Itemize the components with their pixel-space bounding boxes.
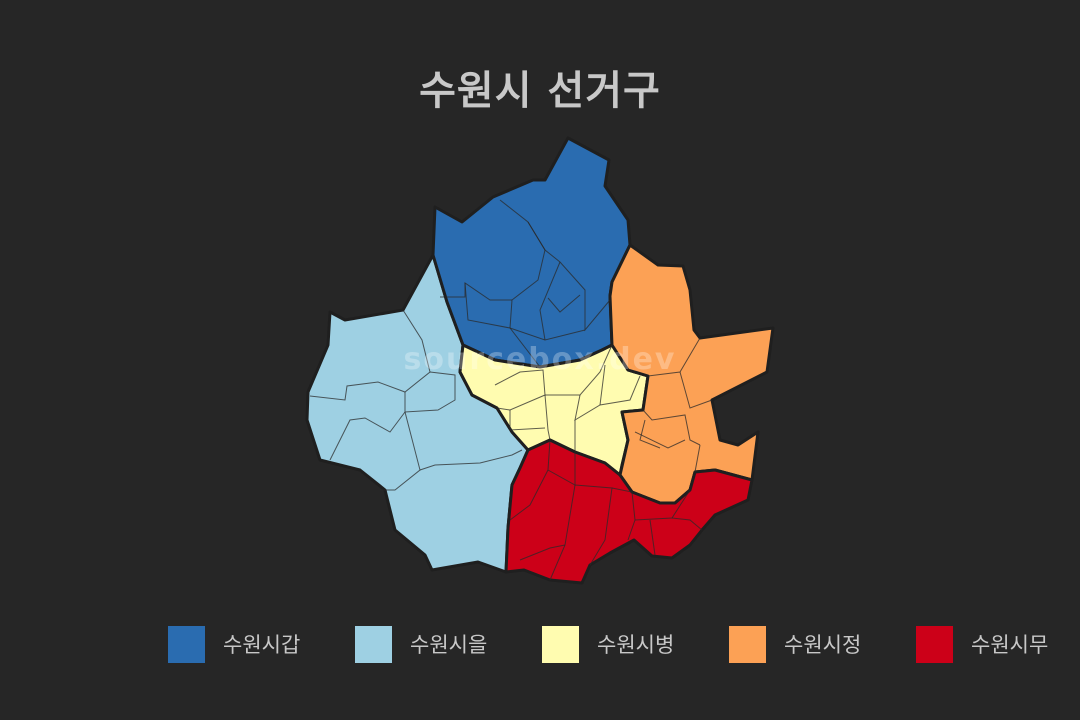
district-gap[interactable] [431, 136, 632, 369]
legend-swatch [168, 625, 205, 663]
legend-item-gap[interactable]: 수원시갑 [168, 625, 323, 663]
watermark: sourcebox.dev [403, 342, 677, 377]
legend-item-byeong[interactable]: 수원시병 [542, 625, 697, 663]
page-title: 수원시 선거구 [419, 68, 661, 114]
legend-label: 수원시병 [597, 633, 675, 657]
legend-swatch [542, 625, 579, 663]
legend-item-mu[interactable]: 수원시무 [916, 625, 1071, 663]
legend-label: 수원시무 [971, 633, 1049, 657]
legend-item-jeong[interactable]: 수원시정 [729, 625, 884, 663]
legend-swatch [729, 625, 766, 663]
legend-label: 수원시정 [784, 633, 862, 657]
legend-item-eul[interactable]: 수원시을 [355, 625, 510, 663]
legend-swatch [916, 625, 953, 663]
legend-swatch [355, 625, 392, 663]
legend-label: 수원시갑 [223, 633, 301, 657]
legend-label: 수원시을 [410, 633, 488, 657]
dong-boundaries [309, 199, 713, 581]
legend: 수원시갑 수원시을 수원시병 수원시정 수원시무 [168, 624, 1080, 664]
